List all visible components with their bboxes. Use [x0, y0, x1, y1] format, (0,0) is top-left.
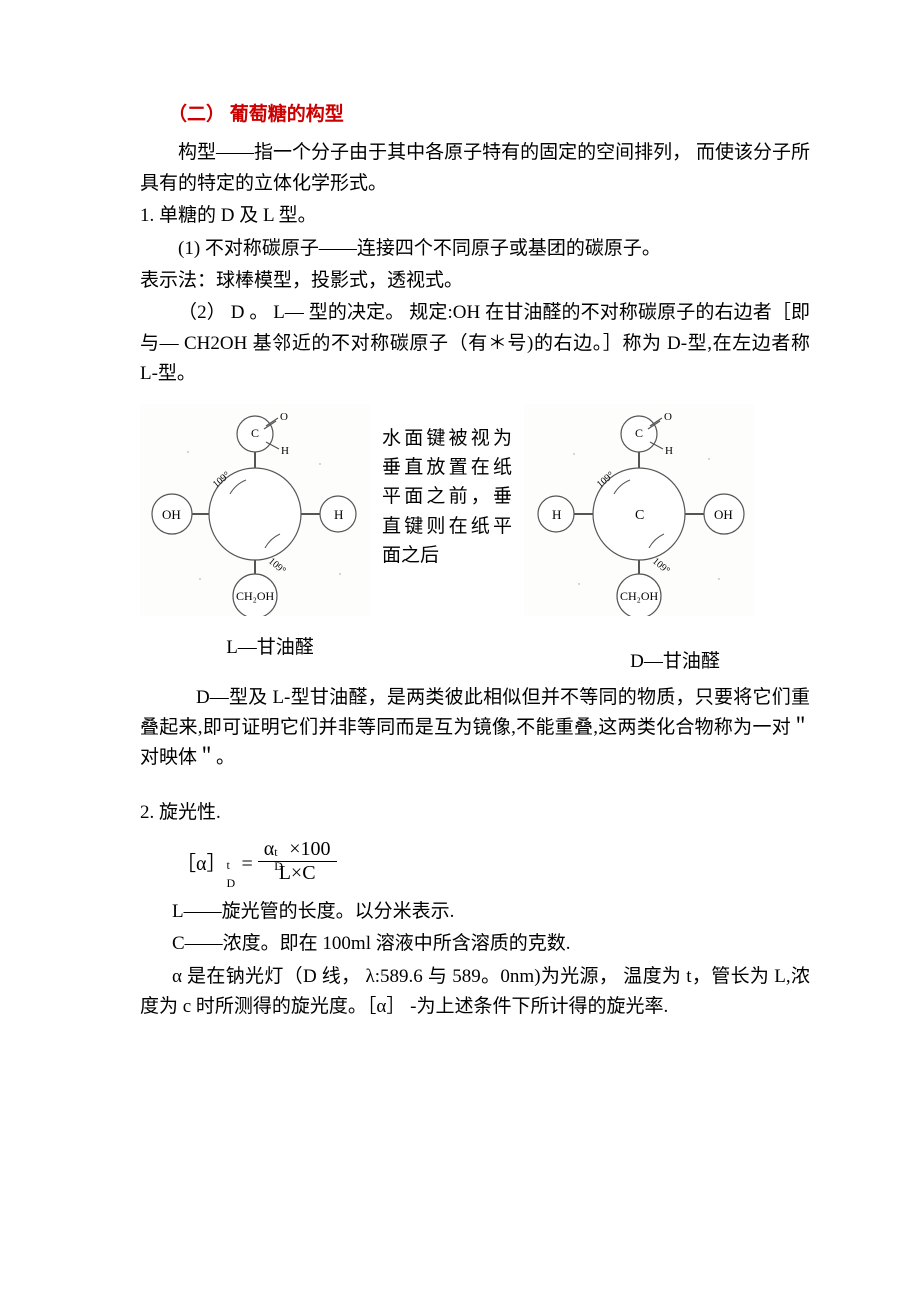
mol-L-bottom: CH₂OH — [236, 589, 275, 603]
mol-R-top-H: H — [665, 445, 673, 457]
mol-L-top: C — [251, 426, 259, 440]
caption-L: L—甘油醛 — [140, 632, 400, 673]
document-page: （二） 葡萄糖的构型 构型——指一个分子由于其中各原子特有的固定的空间排列， 而… — [0, 0, 920, 1085]
figure-mid-text: 水面键被视为垂直放置在纸平面之前，垂直键则在纸平面之后 — [382, 404, 512, 571]
mol-R-top-O: O — [664, 411, 672, 423]
mol-R-top: C — [635, 426, 643, 440]
mol-R-bottom: CH₂OH — [620, 589, 659, 603]
enantiomer-paragraph: D—型及 L-型甘油醛，是两类彼此相似但并不等同的物质，只要将它们重叠起来,即可… — [140, 683, 810, 774]
formula-den: L×C — [258, 862, 337, 885]
def-alpha: α 是在钠光灯（D 线， λ:589.6 与 589。0nm)为光源， 温度为 … — [140, 962, 810, 1023]
item-1: 1. 单糖的 D 及 L 型。 — [140, 201, 810, 231]
formula-lhs-sup: t — [226, 858, 229, 873]
caption-spacer — [400, 632, 560, 673]
intro-paragraph: 构型——指一个分子由于其中各原子特有的固定的空间排列， 而使该分子所具有的特定的… — [140, 138, 810, 199]
formula-lhs-pre: ［α］ — [176, 853, 226, 875]
molecule-figure-row: C O H OH H CH₂OH 109° 109° — [140, 404, 810, 616]
def-C: C——浓度。即在 100ml 溶液中所含溶质的克数. — [140, 929, 810, 959]
caption-row: L—甘油醛 D—甘油醛 — [140, 632, 810, 673]
mol-L-right: H — [334, 507, 343, 522]
molecule-L: C O H OH H CH₂OH 109° 109° — [140, 404, 370, 616]
def-L: L——旋光管的长度。以分米表示. — [140, 897, 810, 927]
item-1-2: （2） D 。 L— 型的决定。 规定:OH 在甘油醛的不对称碳原子的右边者［即… — [140, 298, 810, 389]
mol-R-center: C — [635, 508, 644, 523]
formula-num-a: α — [264, 838, 274, 860]
item-1-1: (1) 不对称碳原子——连接四个不同原子或基团的碳原子。 — [140, 234, 810, 264]
mol-L-top-H: H — [281, 445, 289, 457]
formula-num-sup: t — [274, 845, 277, 860]
mol-R-right: OH — [714, 507, 733, 522]
mol-R-left: H — [552, 507, 561, 522]
molecule-D: C C O H H OH CH₂OH 109° — [524, 404, 754, 616]
item-2: 2. 旋光性. — [140, 798, 810, 828]
mol-L-top-O: O — [280, 411, 288, 423]
formula-eq: = — [236, 853, 257, 875]
section-heading: （二） 葡萄糖的构型 — [168, 100, 810, 130]
formula-num-sub: D — [274, 859, 283, 874]
optical-rotation-formula: ［α］tD = αtD ×100 L×C — [176, 838, 810, 885]
formula-num-rest: ×100 — [284, 838, 330, 860]
spacer — [140, 776, 810, 798]
formula-lhs-sub: D — [226, 876, 235, 891]
mol-L-left: OH — [162, 507, 181, 522]
caption-D: D—甘油醛 — [560, 632, 790, 673]
representation-line: 表示法：球棒模型，投影式，透视式。 — [140, 266, 810, 296]
